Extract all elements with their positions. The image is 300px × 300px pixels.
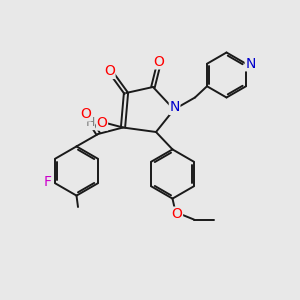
Text: O: O: [172, 207, 182, 221]
Text: O: O: [97, 116, 107, 130]
Text: O: O: [80, 107, 91, 121]
Text: F: F: [44, 175, 52, 189]
Text: O: O: [153, 55, 164, 69]
Text: N: N: [169, 100, 180, 114]
Text: H: H: [85, 116, 95, 130]
Text: N: N: [245, 57, 256, 71]
Text: O: O: [104, 64, 115, 78]
